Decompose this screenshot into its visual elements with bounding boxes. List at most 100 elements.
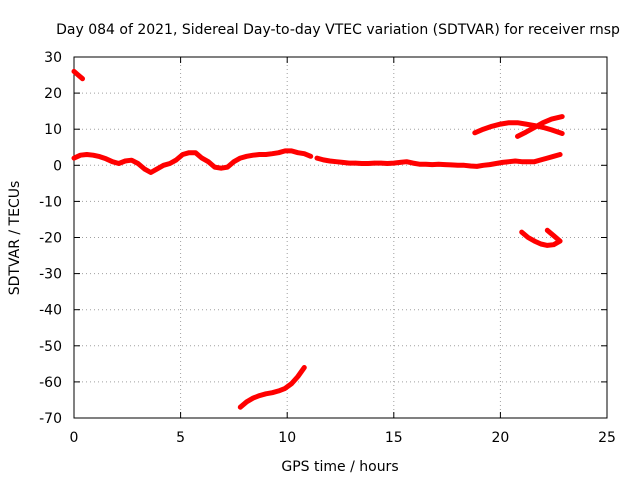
y-tick-label: 10: [44, 122, 62, 138]
data-point: [212, 164, 217, 170]
data-point: [540, 120, 546, 125]
data-point: [560, 114, 565, 119]
data-point: [282, 148, 288, 154]
data-point: [327, 158, 332, 164]
data-point: [244, 154, 249, 159]
data-point: [76, 72, 81, 78]
data-point: [519, 159, 524, 164]
data-point: [513, 158, 518, 164]
data-point: [417, 162, 422, 167]
data-point: [487, 162, 492, 167]
data-point: [472, 130, 477, 135]
data-point: [404, 159, 409, 164]
series-main-arc-a: [71, 148, 314, 175]
data-point: [410, 160, 416, 166]
y-tick-label: 20: [44, 86, 62, 102]
data-point: [116, 161, 122, 166]
data-point: [359, 161, 364, 166]
data-point: [493, 161, 499, 166]
y-tick-label: -40: [39, 303, 62, 319]
data-point: [80, 76, 85, 81]
y-tick-label: -20: [39, 231, 62, 247]
data-point: [276, 150, 281, 155]
data-point: [506, 159, 512, 164]
data-point: [515, 120, 520, 125]
x-tick-label: 10: [278, 430, 296, 446]
data-point: [398, 160, 403, 165]
data-point: [250, 395, 256, 401]
data-point: [103, 156, 109, 161]
data-point: [129, 158, 134, 163]
data-point: [231, 159, 237, 164]
data-point: [423, 162, 428, 167]
data-series: [71, 68, 565, 410]
axis-ticks: 0 5 10 15 20 25 -70 -60 -50 -40 -30 -20 -10 0 10 20 30: [39, 50, 616, 446]
y-axis-label: SDTVAR / TECUs: [7, 181, 23, 296]
grid: [74, 57, 607, 418]
data-point: [525, 159, 531, 164]
data-point: [346, 160, 352, 166]
data-point: [161, 163, 166, 168]
data-point: [225, 164, 230, 170]
data-point: [244, 399, 249, 404]
chart-title: Day 084 of 2021, Sidereal Day-to-day VTE…: [56, 22, 620, 38]
data-point: [353, 160, 358, 166]
y-tick-label: 0: [53, 158, 62, 174]
data-point: [557, 238, 563, 244]
data-point: [515, 134, 520, 139]
data-point: [174, 157, 179, 163]
data-point: [430, 162, 435, 167]
data-point: [186, 150, 192, 155]
data-point: [549, 127, 554, 133]
data-point: [78, 153, 83, 158]
data-point: [250, 153, 256, 158]
data-point: [135, 161, 141, 166]
data-point: [481, 127, 486, 132]
data-point: [462, 163, 467, 168]
data-point: [218, 166, 224, 171]
data-point: [238, 155, 243, 161]
data-point: [391, 160, 396, 166]
data-point: [557, 152, 563, 157]
data-point: [545, 243, 550, 248]
data-point: [551, 242, 556, 247]
data-point: [302, 365, 307, 370]
data-point: [489, 124, 495, 129]
data-point: [372, 160, 377, 166]
data-point: [436, 162, 441, 167]
data-point: [468, 163, 473, 169]
data-point: [276, 388, 281, 394]
y-tick-label: 30: [44, 50, 62, 66]
data-point: [308, 154, 313, 159]
data-point: [193, 150, 198, 155]
data-point: [540, 125, 546, 130]
data-point: [532, 125, 537, 130]
data-point: [295, 374, 301, 379]
data-point: [340, 160, 345, 165]
data-point: [506, 120, 512, 125]
y-tick-label: -30: [39, 267, 62, 283]
data-point: [366, 161, 371, 166]
data-point: [282, 386, 288, 391]
data-point: [442, 162, 448, 167]
data-point: [523, 121, 529, 127]
data-point: [538, 241, 544, 247]
data-point: [270, 390, 275, 395]
data-point: [289, 148, 294, 154]
data-point: [560, 131, 565, 136]
data-point: [167, 161, 173, 166]
data-point: [545, 228, 550, 233]
y-tick-label: -50: [39, 339, 62, 355]
data-point: [334, 159, 339, 164]
data-point: [289, 381, 294, 386]
data-point: [532, 159, 537, 164]
data-point: [302, 151, 307, 156]
data-point: [206, 159, 211, 164]
data-point: [498, 121, 503, 127]
data-point: [523, 129, 529, 135]
data-point: [385, 161, 390, 166]
data-point: [257, 393, 262, 398]
x-tick-label: 20: [491, 430, 509, 446]
x-tick-label: 25: [598, 430, 616, 446]
